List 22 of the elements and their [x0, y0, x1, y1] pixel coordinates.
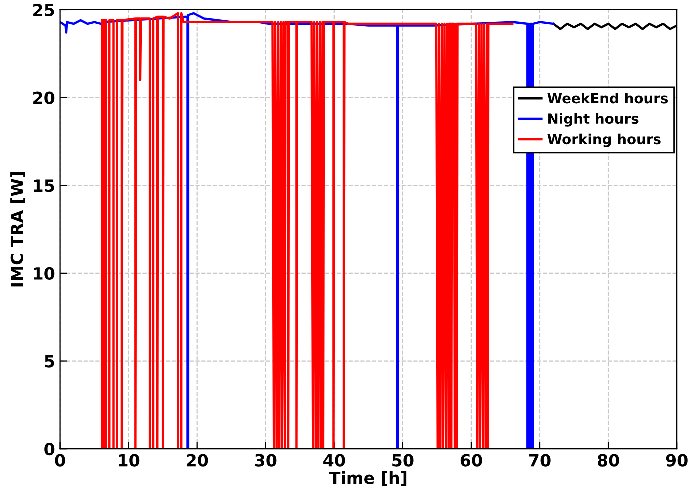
x-tick-label: 10: [119, 454, 140, 467]
legend-label: Night hours: [548, 113, 639, 127]
x-tick-label: 90: [666, 454, 688, 467]
y-tick-label: 10: [34, 267, 55, 280]
y-tick-label: 15: [34, 180, 54, 192]
x-tick-label: 60: [460, 454, 482, 467]
x-tick-label: 70: [530, 454, 551, 467]
legend-label: WeekEnd hours: [548, 92, 668, 104]
x-tick-label: 0: [55, 454, 66, 467]
line-series: [100, 12, 514, 450]
x-tick-label: 20: [187, 454, 208, 467]
x-tick-label: 30: [255, 454, 277, 467]
x-tick-label: 80: [598, 454, 620, 467]
x-axis-title: Time [h]: [329, 471, 407, 486]
legend-label: Working hours: [548, 134, 661, 148]
y-tick-label: 0: [44, 443, 55, 456]
y-tick-label: 5: [45, 355, 54, 368]
x-tick-label: 50: [392, 454, 414, 467]
y-tick-label: 25: [34, 4, 54, 17]
x-tick-label: 40: [324, 454, 346, 467]
y-axis-title: IMC TRA [W]: [10, 172, 26, 287]
y-tick-label: 20: [34, 92, 55, 104]
